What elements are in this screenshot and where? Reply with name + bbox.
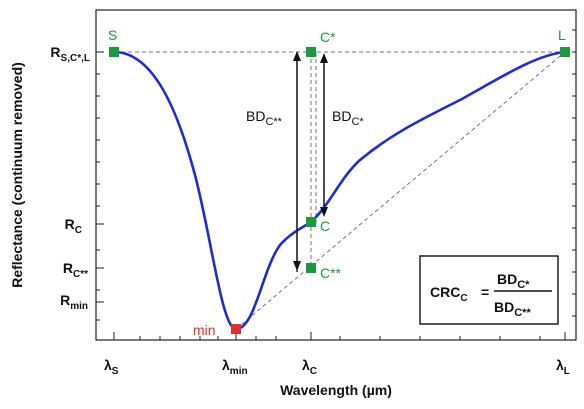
point-min-label: min <box>193 322 216 338</box>
point-cstarstar-label: C** <box>320 265 342 281</box>
bd-cstar-label: BDC* <box>332 108 364 128</box>
point-cstar <box>306 47 316 57</box>
right-axis-ticks <box>572 29 576 317</box>
x-tick-ls: λS <box>104 357 119 377</box>
point-cstarstar <box>306 263 316 273</box>
y-tick-rc: RC <box>65 216 82 236</box>
y-axis-title: Reflectance (continuum removed) <box>9 62 25 288</box>
point-s <box>109 47 119 57</box>
point-cstar-label: C* <box>320 29 336 45</box>
left-axis-ticks <box>96 51 104 321</box>
x-tick-lc: λC <box>302 357 317 377</box>
point-l <box>560 47 570 57</box>
bottom-axis-ticks <box>113 332 566 340</box>
formula-box-frame <box>419 255 559 325</box>
x-axis-title: Wavelength (µm) <box>280 382 392 398</box>
formula-numerator: BDC* <box>497 271 530 291</box>
crc-formula-box: CRCC = BDC* BDC** <box>419 255 559 325</box>
formula-lhs: CRCC <box>430 284 468 304</box>
y-tick-rmin: Rmin <box>60 292 88 312</box>
point-c <box>306 217 316 227</box>
point-s-label: S <box>108 27 117 43</box>
point-l-label: L <box>558 27 566 43</box>
plot-frame <box>95 9 577 341</box>
x-tick-lmin: λmin <box>222 357 248 377</box>
x-tick-ll: λL <box>556 357 570 377</box>
spectrum-curve <box>113 50 566 331</box>
y-tick-rscl: RS,C*,L <box>50 44 90 64</box>
diagonal-continuum-line <box>235 51 566 330</box>
y-tick-rcc: RC** <box>63 260 88 280</box>
point-min <box>231 324 241 334</box>
dashed-lines <box>114 51 566 330</box>
point-c-label: C <box>320 218 330 234</box>
formula-denominator: BDC** <box>494 299 531 319</box>
bd-cstarstar-label: BDC** <box>246 108 283 128</box>
formula-equals: = <box>481 284 489 300</box>
